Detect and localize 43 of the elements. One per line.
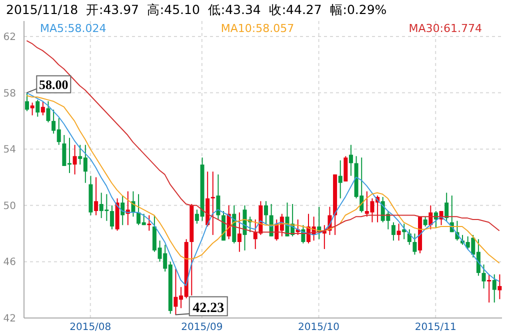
text: MA10:58.057 [220,22,294,35]
y-tick-label: 62 [3,32,16,44]
candlestick [482,264,486,289]
candlestick [25,92,29,112]
candlestick [498,274,502,300]
candlestick [147,214,152,232]
x-tick-label: 2015/10 [298,322,340,334]
candlestick [344,156,348,182]
candlestick [487,274,492,304]
candlestick [110,204,114,230]
candlestick [396,223,401,242]
candlestick [36,99,40,118]
candlestick [407,228,412,246]
candlestick [30,102,34,116]
candlestick [391,222,396,242]
y-tick-label: 50 [3,200,16,212]
y-tick-label: 42 [3,314,16,325]
annotation: 42.23 [192,300,224,316]
candlestick [46,100,50,123]
candlestick [94,176,98,216]
chart-title: 2015/11/18 开:43.97 高:45.10 低:43.34 收:44.27 幅:0.29% [6,2,387,19]
candlestick [237,212,242,252]
candlestick [210,171,215,236]
candlestick [216,174,220,220]
candlestick [348,144,353,176]
candlestick [412,233,417,256]
x-tick-label: 2015/09 [181,322,223,334]
y-tick-label: 46 [3,257,16,268]
candlestick [423,216,428,228]
x-tick-label: 2015/11 [414,322,456,334]
text: MA5:58.024 [40,22,106,35]
candlestick [338,160,342,199]
candlestick [72,144,77,175]
candlestick [444,192,449,222]
candlestick [264,200,268,224]
y-tick-label: 58 [3,88,16,100]
candlestick [40,100,45,116]
candlestick [492,274,496,304]
candlestick [120,195,125,226]
annotation: 58.00 [39,76,68,92]
text: MA30:61.774 [408,22,482,35]
x-tick-label: 2015/08 [70,322,112,334]
y-tick-label: 54 [3,144,16,156]
